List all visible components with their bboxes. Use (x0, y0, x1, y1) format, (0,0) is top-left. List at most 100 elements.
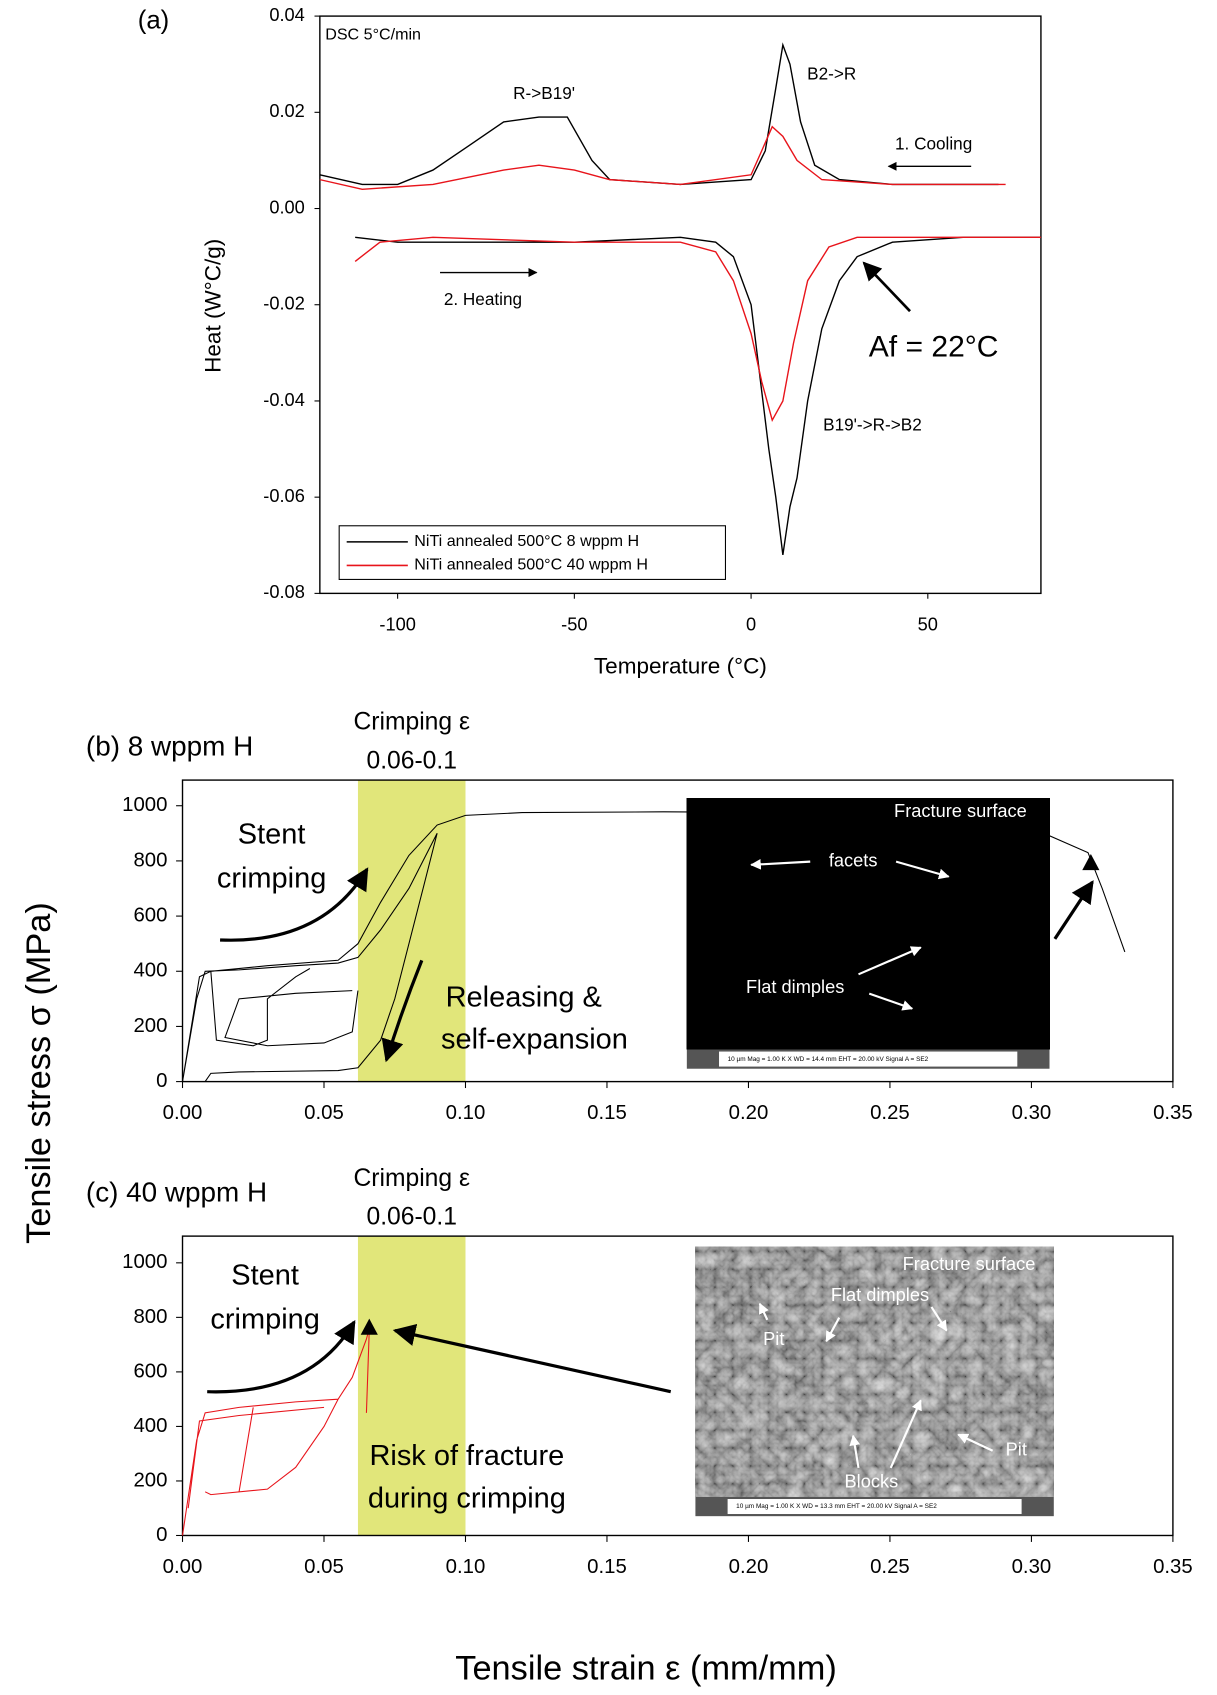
x-tick-label: 0.25 (870, 1556, 910, 1578)
plot-frame (181, 779, 1174, 1083)
y-tick-label: 400 (133, 1415, 167, 1437)
x-tick-label: 50 (918, 613, 938, 634)
y-tick-label: 200 (133, 1469, 167, 1491)
x-tick-label: 0.35 (1153, 1102, 1193, 1124)
arrow (1053, 880, 1094, 940)
x-tick-label: 0.25 (870, 1102, 910, 1124)
y-tick-label: -0.02 (263, 293, 305, 314)
y-tick-label: 0.02 (269, 100, 305, 121)
arrow (220, 867, 369, 942)
image-arrow (750, 858, 811, 870)
panel-label: (c) 40 wppm H (86, 1177, 267, 1208)
y-tick-label: 600 (133, 904, 167, 926)
image-arrow (868, 992, 914, 1011)
data-line (319, 42, 1041, 555)
crimping-band (357, 1236, 466, 1536)
image-arrow (957, 1433, 994, 1452)
image-arrow (895, 860, 950, 880)
image-label: Flat dimples (746, 976, 844, 997)
annotation: self-expansion (441, 1023, 628, 1055)
band-label: Crimping ε (353, 709, 470, 736)
fracture-image-texture (686, 798, 1050, 1050)
x-tick-label: 0.00 (163, 1102, 203, 1124)
y-tick-label: 200 (133, 1015, 167, 1037)
y-tick-label: -0.08 (263, 581, 305, 602)
x-tick-label: 0.05 (304, 1102, 344, 1124)
plot-frame (319, 15, 1042, 595)
annotation: Af = 22°C (869, 331, 999, 364)
arrow (862, 261, 911, 313)
y-tick-label: 0.00 (269, 196, 305, 217)
chart-panel: Crimping ε 0.06-0.1 0.00 0.05 0.10 0.15 0.20 0.… (86, 1165, 1193, 1688)
y-tick-label: 800 (133, 1306, 167, 1328)
y-tick-label: 0 (156, 1070, 167, 1092)
band-label: 0.06-0.1 (366, 747, 456, 774)
annotation: Releasing & (446, 982, 602, 1014)
y-tick-label: 0.04 (269, 4, 305, 25)
x-tick-label: 0.15 (587, 1556, 627, 1578)
image-label: Fracture surface (894, 800, 1027, 821)
x-tick-label: 0.30 (1012, 1556, 1052, 1578)
arrow (392, 1323, 672, 1394)
fracture-marker (1082, 854, 1100, 871)
band-label: 0.06-0.1 (366, 1203, 456, 1230)
x-tick-label: 0.15 (587, 1102, 627, 1124)
image-caption-bar (727, 1499, 1022, 1515)
image-label: Fracture surface (903, 1253, 1036, 1274)
panel-label: (a) (138, 6, 169, 34)
x-tick-label: 0.05 (304, 1556, 344, 1578)
x-axis-label: Temperature (°C) (594, 653, 767, 678)
annotation: DSC 5°C/min (325, 26, 421, 44)
x-tick-label: 0.10 (446, 1556, 486, 1578)
annotation: Stent (231, 1260, 299, 1292)
chart-panel: -100 -50 0 50 0.04 0.02 0.00 -0.02 -0.04 -0.06 -0.… (138, 4, 1042, 678)
image-arrow (889, 1399, 922, 1469)
annotation: 1. Cooling (895, 133, 972, 153)
image-arrow (758, 1302, 769, 1321)
fracture-image-texture (695, 1246, 1054, 1497)
x-axis-label: Tensile strain ε (mm/mm) (455, 1650, 836, 1688)
data-line (319, 125, 1041, 423)
annotation: during crimping (368, 1483, 566, 1515)
chart-panel: Crimping ε 0.06-0.1 0.00 0.05 0.10 0.15 0.20 0.… (20, 709, 1193, 1244)
annotation: crimping (217, 863, 326, 895)
data-line (181, 1328, 370, 1536)
image-caption-bar (719, 1051, 1018, 1067)
plot-frame (181, 1235, 1174, 1537)
image-arrow (825, 1317, 841, 1343)
annotation: Risk of fracture (369, 1440, 564, 1472)
band-label: Crimping ε (353, 1165, 470, 1192)
annotation: R->B19' (513, 83, 575, 103)
x-tick-label: 0.30 (1012, 1102, 1052, 1124)
image-label: Blocks (845, 1471, 899, 1492)
annotation: B2->R (807, 64, 856, 84)
y-axis-label: Tensile stress σ (MPa) (20, 902, 58, 1244)
annotation: B19'->R->B2 (823, 415, 922, 435)
fracture-marker (360, 1318, 378, 1335)
legend-label: NiTi annealed 500°C 40 wppm H (414, 556, 648, 574)
y-tick-label: -0.04 (263, 389, 305, 410)
y-tick-label: 600 (133, 1360, 167, 1382)
image-arrow (849, 1434, 861, 1469)
y-tick-label: 1000 (122, 794, 167, 816)
y-tick-label: 1000 (122, 1251, 167, 1273)
legend-label: NiTi annealed 500°C 8 wppm H (414, 532, 639, 550)
y-tick-label: 400 (133, 960, 167, 982)
image-caption: 10 µm Mag = 1.00 K X WD = 13.3 mm EHT = … (736, 1503, 937, 1510)
x-tick-label: 0.10 (446, 1102, 486, 1124)
image-label: Flat dimples (831, 1284, 929, 1305)
y-axis-label: Heat (W°C/g) (201, 239, 226, 373)
y-tick-label: 800 (133, 849, 167, 871)
annotation: Stent (238, 819, 306, 851)
y-tick-label: 0 (156, 1524, 167, 1546)
x-tick-label: 0.35 (1153, 1556, 1193, 1578)
x-tick-label: 0.20 (729, 1556, 769, 1578)
image-arrow (858, 946, 922, 976)
legend-box (338, 525, 726, 580)
data-line (181, 811, 1126, 1082)
x-tick-label: 0 (746, 613, 756, 634)
image-label: facets (829, 849, 878, 870)
annotation: 2. Heating (444, 289, 522, 309)
image-caption: 10 µm Mag = 1.00 K X WD = 14.4 mm EHT = … (728, 1056, 929, 1063)
